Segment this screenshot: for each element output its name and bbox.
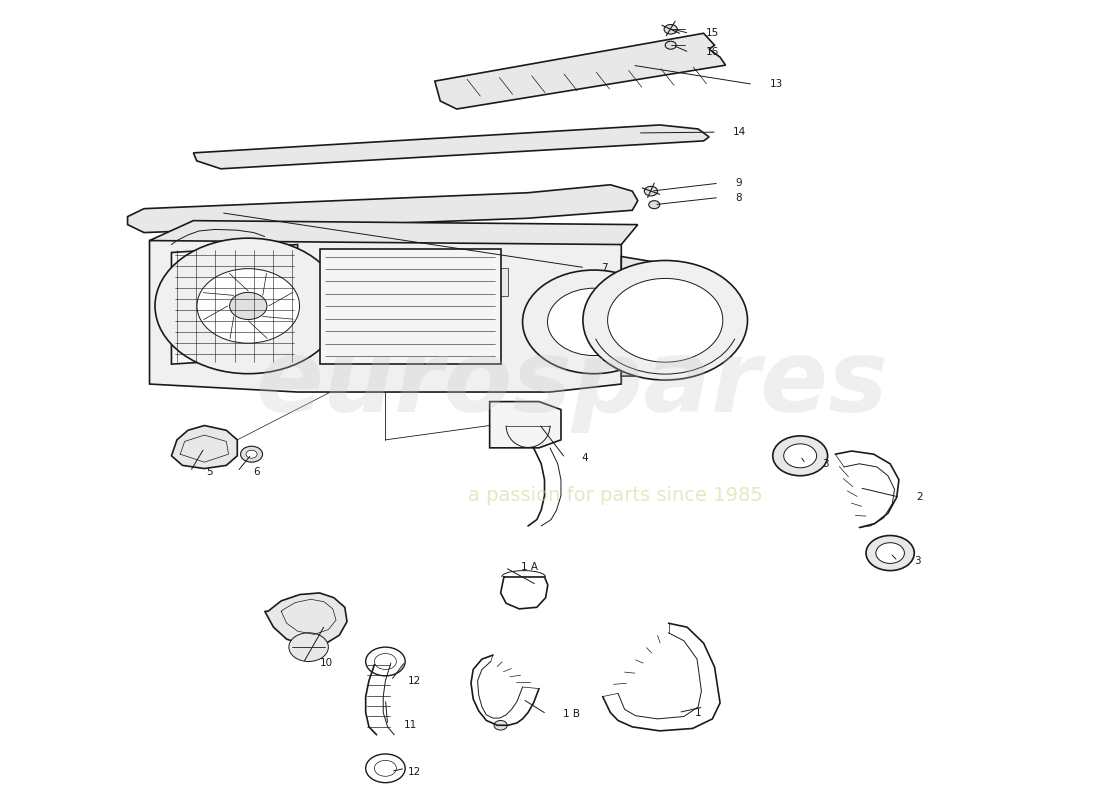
Text: 3: 3 (822, 458, 828, 469)
Polygon shape (128, 185, 638, 233)
Circle shape (374, 654, 396, 670)
Circle shape (607, 278, 723, 362)
Circle shape (494, 721, 507, 730)
Text: 4: 4 (582, 453, 588, 463)
Text: 14: 14 (734, 127, 747, 137)
Text: 11: 11 (404, 720, 417, 730)
Text: 5: 5 (207, 466, 213, 477)
Text: 1: 1 (695, 707, 702, 718)
Circle shape (583, 261, 748, 380)
Polygon shape (194, 125, 710, 169)
Text: 3: 3 (914, 556, 921, 566)
Bar (361, 269, 385, 296)
Circle shape (783, 444, 816, 468)
Circle shape (666, 42, 676, 50)
Text: 15: 15 (706, 28, 719, 38)
Text: 2: 2 (916, 492, 923, 502)
Circle shape (772, 436, 827, 476)
Polygon shape (150, 226, 622, 392)
Circle shape (645, 186, 658, 196)
Polygon shape (621, 257, 676, 376)
Text: 16: 16 (706, 47, 719, 58)
Circle shape (155, 238, 341, 374)
Text: 10: 10 (320, 658, 332, 668)
Circle shape (664, 25, 678, 34)
Text: 12: 12 (407, 766, 420, 777)
Polygon shape (320, 249, 500, 364)
Text: eurospares: eurospares (255, 335, 889, 433)
Bar (443, 269, 468, 296)
Bar (484, 269, 508, 296)
Text: 6: 6 (254, 466, 261, 477)
Circle shape (866, 535, 914, 570)
Text: 12: 12 (407, 676, 420, 686)
Polygon shape (172, 426, 238, 469)
Polygon shape (150, 221, 638, 245)
Polygon shape (490, 402, 561, 448)
Bar (320, 269, 343, 296)
Circle shape (241, 446, 263, 462)
Text: 1 A: 1 A (521, 562, 539, 573)
Text: 1 B: 1 B (563, 709, 580, 719)
Circle shape (374, 760, 396, 776)
Bar (402, 269, 426, 296)
Text: a passion for parts since 1985: a passion for parts since 1985 (469, 486, 763, 505)
Text: 9: 9 (736, 178, 743, 188)
Circle shape (197, 269, 299, 343)
Circle shape (289, 633, 329, 662)
Polygon shape (265, 593, 346, 646)
Polygon shape (172, 245, 298, 364)
Circle shape (548, 288, 640, 355)
Polygon shape (434, 34, 726, 109)
Text: 8: 8 (736, 193, 743, 202)
Text: 7: 7 (602, 262, 608, 273)
Circle shape (230, 292, 267, 319)
Circle shape (522, 270, 666, 374)
Circle shape (649, 201, 660, 209)
Circle shape (246, 450, 257, 458)
Circle shape (876, 542, 904, 563)
Text: 13: 13 (769, 79, 783, 90)
